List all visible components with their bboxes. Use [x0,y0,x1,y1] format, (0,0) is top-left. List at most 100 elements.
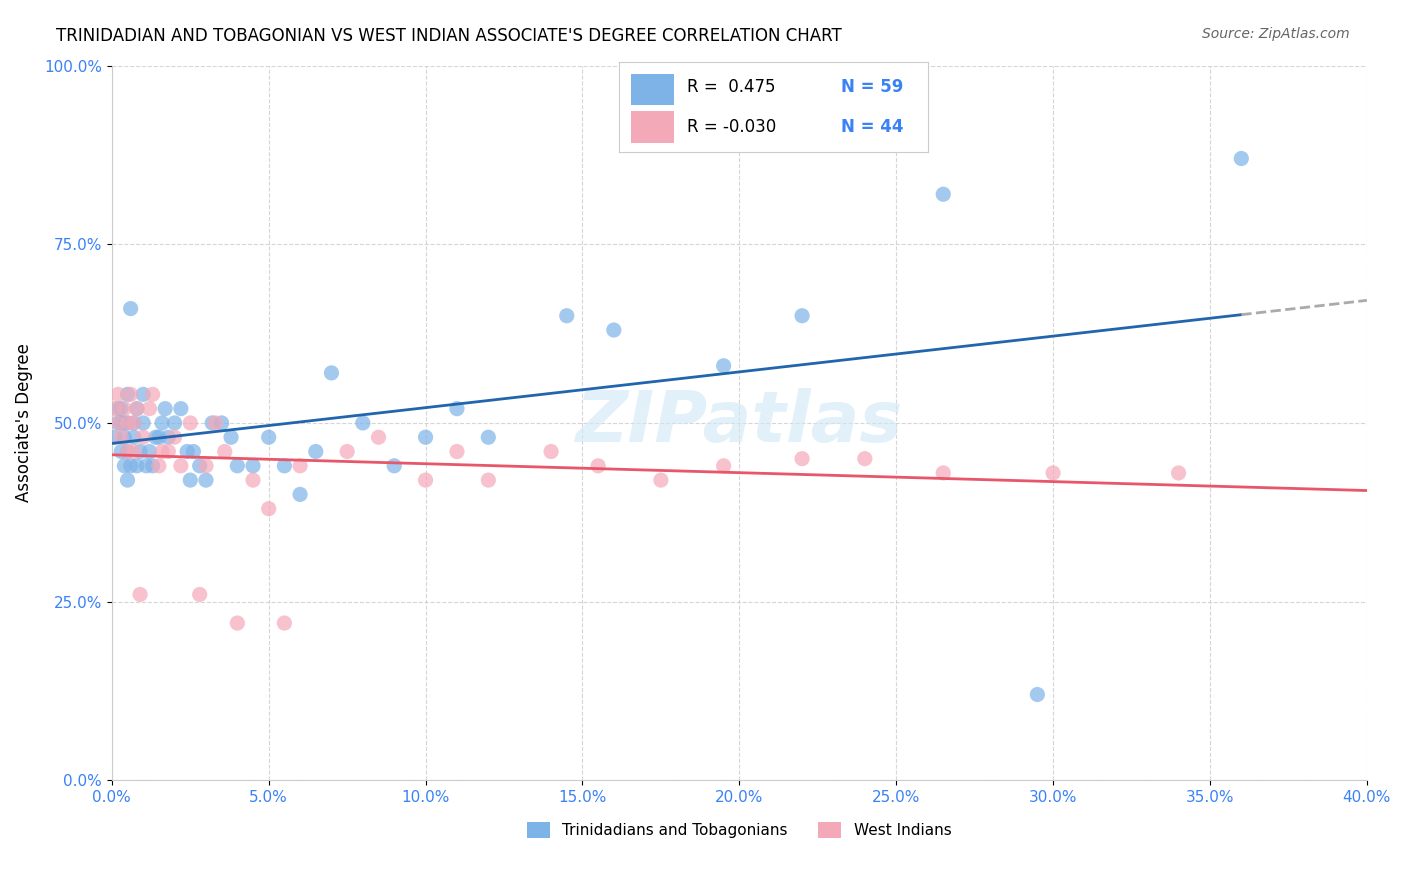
FancyBboxPatch shape [631,112,675,143]
Point [713,359,735,373]
Point [790,309,813,323]
Point [540,444,562,458]
Point [117,416,139,430]
Point [257,430,280,444]
Point [932,466,955,480]
Point [257,501,280,516]
Point [129,587,152,601]
Point [125,401,148,416]
Point [288,487,311,501]
Point [122,416,145,430]
Point [790,451,813,466]
Point [242,473,264,487]
Point [183,444,205,458]
Text: R = -0.030: R = -0.030 [686,118,776,136]
Point [110,401,132,416]
Text: Source: ZipAtlas.com: Source: ZipAtlas.com [1202,27,1350,41]
Point [153,401,176,416]
Point [415,430,437,444]
Legend: Trinidadians and Tobagonians, West Indians: Trinidadians and Tobagonians, West India… [522,816,957,844]
Point [157,444,180,458]
Point [321,366,343,380]
Point [163,430,186,444]
Point [586,458,609,473]
Point [1042,466,1064,480]
Point [188,587,211,601]
Point [132,387,155,401]
Point [142,458,165,473]
Point [125,458,148,473]
Point [204,416,226,430]
Point [107,416,129,430]
Point [477,430,499,444]
Point [125,401,148,416]
Text: TRINIDADIAN AND TOBAGONIAN VS WEST INDIAN ASSOCIATE'S DEGREE CORRELATION CHART: TRINIDADIAN AND TOBAGONIAN VS WEST INDIA… [56,27,842,45]
Point [273,458,295,473]
Point [188,458,211,473]
Text: ZIPatlas: ZIPatlas [575,388,903,458]
Point [163,416,186,430]
Point [122,430,145,444]
Point [132,430,155,444]
Point [135,458,157,473]
Point [112,416,135,430]
Point [120,458,142,473]
Point [117,416,139,430]
Point [129,444,152,458]
Point [650,473,672,487]
Point [110,416,132,430]
Point [713,458,735,473]
FancyBboxPatch shape [631,74,675,105]
Point [179,416,201,430]
Point [305,444,328,458]
Point [170,401,193,416]
Point [148,458,170,473]
Point [117,387,139,401]
Point [138,444,160,458]
Point [603,323,626,337]
Point [226,615,249,630]
Point [382,458,405,473]
Point [104,401,127,416]
Point [150,444,173,458]
Point [446,401,468,416]
Point [142,387,165,401]
Point [242,458,264,473]
Point [120,301,142,316]
Point [110,444,132,458]
Point [273,615,295,630]
Text: N = 44: N = 44 [841,118,904,136]
Point [117,473,139,487]
Point [110,430,132,444]
Point [117,444,139,458]
Point [226,458,249,473]
Point [336,444,359,458]
Point [446,444,468,458]
Point [367,430,389,444]
Point [112,430,135,444]
Point [112,401,135,416]
Point [853,451,876,466]
Text: N = 59: N = 59 [841,78,904,96]
Point [179,473,201,487]
Point [201,416,224,430]
Point [214,444,236,458]
Point [288,458,311,473]
Point [122,416,145,430]
Point [138,401,160,416]
Text: R =  0.475: R = 0.475 [686,78,775,96]
Point [150,416,173,430]
Point [211,416,233,430]
Point [194,473,217,487]
Point [1026,688,1049,702]
Point [145,430,167,444]
Point [117,444,139,458]
Point [170,458,193,473]
Point [157,430,180,444]
Point [107,416,129,430]
Point [104,430,127,444]
Point [107,401,129,416]
Y-axis label: Associate's Degree: Associate's Degree [15,343,32,502]
Point [122,444,145,458]
Point [148,430,170,444]
